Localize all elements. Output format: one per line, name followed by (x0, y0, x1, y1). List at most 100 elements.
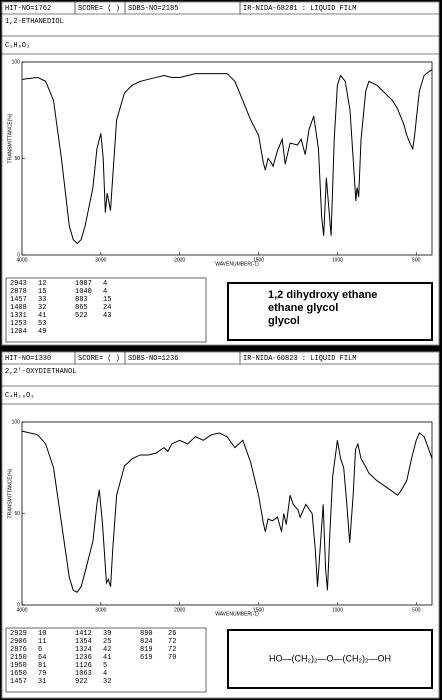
peak-intensity: 41 (38, 312, 46, 320)
peak-intensity: 26 (168, 630, 176, 638)
y-tick-label: 100 (12, 419, 21, 425)
header-field: HIT-NO=1762 (5, 5, 51, 13)
y-tick-label: 50 (14, 156, 20, 162)
peak-intensity: 6 (38, 646, 42, 654)
peak-wavenumber: 922 (75, 678, 88, 686)
formula: C₂H₆O₂ (5, 42, 30, 50)
y-axis-label: TRANSMITTANCE(%) (7, 468, 13, 518)
peak-intensity: 4 (103, 288, 107, 296)
peak-intensity: 15 (38, 288, 46, 296)
peak-intensity: 31 (38, 678, 46, 686)
peak-intensity: 10 (38, 630, 46, 638)
peak-wavenumber: 1650 (10, 670, 27, 678)
y-tick-label: 100 (12, 59, 21, 65)
peak-intensity: 4 (103, 280, 107, 288)
peak-intensity: 79 (38, 670, 46, 678)
peak-intensity: 41 (103, 654, 111, 662)
peak-wavenumber: 883 (75, 296, 88, 304)
peak-wavenumber: 1063 (75, 670, 92, 678)
peak-wavenumber: 1324 (75, 646, 92, 654)
x-tick-label: 1500 (253, 607, 264, 613)
header-field: SCORE= ( ) (78, 355, 120, 363)
formula: C₄H₁₀O₃ (5, 392, 34, 400)
peak-intensity: 32 (38, 304, 46, 312)
peak-wavenumber: 2878 (10, 288, 27, 296)
y-tick-label: 50 (14, 511, 20, 517)
y-axis-label: TRANSMITTANCE(%) (7, 113, 13, 163)
peak-intensity: 42 (103, 646, 111, 654)
peak-wavenumber: 2929 (10, 630, 27, 638)
peak-intensity: 72 (168, 646, 176, 654)
structure-formula: HO—(CH₂)₂—O—(CH₂)₂—OH (269, 653, 391, 663)
header-field: SDBS-NO=1236 (128, 355, 178, 363)
peak-intensity: 53 (38, 320, 46, 328)
peak-wavenumber: 2906 (10, 638, 27, 646)
peak-wavenumber: 2943 (10, 280, 27, 288)
peak-intensity: 81 (38, 662, 46, 670)
peak-intensity: 72 (168, 638, 176, 646)
y-tick-label: 0 (17, 602, 20, 608)
peak-intensity: 43 (103, 312, 111, 320)
x-tick-label: 500 (412, 607, 421, 613)
peak-wavenumber: 522 (75, 312, 88, 320)
header-field: SDBS-NO=2185 (128, 5, 178, 13)
peak-intensity: 11 (38, 638, 46, 646)
peak-intensity: 24 (103, 304, 111, 312)
x-tick-label: 3000 (95, 607, 106, 613)
peak-wavenumber: 2876 (10, 646, 27, 654)
x-tick-label: 1000 (332, 607, 343, 613)
x-tick-label: 4000 (16, 257, 27, 263)
peak-wavenumber: 1457 (10, 678, 27, 686)
x-axis-label: WAVENUMBER(-1) (215, 261, 259, 267)
peak-table (5, 627, 207, 693)
peak-intensity: 32 (103, 678, 111, 686)
x-tick-label: 500 (412, 257, 421, 263)
peak-wavenumber: 2150 (10, 654, 27, 662)
peak-wavenumber: 1126 (75, 662, 92, 670)
header-field: SCORE= ( ) (78, 5, 120, 13)
peak-wavenumber: 1087 (75, 280, 92, 288)
peak-wavenumber: 865 (75, 304, 88, 312)
peak-intensity: 70 (168, 654, 176, 662)
peak-intensity: 39 (103, 630, 111, 638)
peak-intensity: 5 (103, 662, 107, 670)
peak-wavenumber: 1457 (10, 296, 27, 304)
x-tick-label: 2000 (174, 257, 185, 263)
x-tick-label: 3000 (95, 257, 106, 263)
peak-wavenumber: 1354 (75, 638, 92, 646)
peak-intensity: 25 (103, 638, 111, 646)
y-tick-label: 0 (17, 252, 20, 258)
peak-intensity: 49 (38, 328, 46, 336)
header-field: IR-NIDA-60823 : LIQUID FILM (243, 355, 356, 363)
peak-wavenumber: 619 (140, 654, 153, 662)
peak-wavenumber: 1408 (10, 304, 27, 312)
peak-wavenumber: 1253 (10, 320, 27, 328)
peak-intensity: 4 (103, 670, 107, 678)
header-field: HIT-NO=1330 (5, 355, 51, 363)
compound-name: 2,2'-OXYDIETHANOL (5, 368, 76, 376)
compound-name: 1,2-ETHANEDIOL (5, 18, 64, 26)
annotation-box (227, 282, 433, 341)
peak-intensity: 12 (38, 280, 46, 288)
peak-wavenumber: 1204 (10, 328, 27, 336)
annotation-line: 1,2 dihydroxy ethane (268, 289, 377, 301)
peak-wavenumber: 1236 (75, 654, 92, 662)
peak-wavenumber: 1412 (75, 630, 92, 638)
x-tick-label: 1000 (332, 257, 343, 263)
annotation-line: ethane glycol (268, 302, 338, 314)
x-tick-label: 1500 (253, 257, 264, 263)
peak-wavenumber: 890 (140, 630, 153, 638)
x-axis-label: WAVENUMBER(-1) (215, 611, 259, 617)
header-field: IR-NIDA-68281 : LIQUID FILM (243, 5, 356, 13)
x-tick-label: 4000 (16, 607, 27, 613)
peak-wavenumber: 1331 (10, 312, 27, 320)
peak-wavenumber: 1040 (75, 288, 92, 296)
peak-intensity: 15 (103, 296, 111, 304)
annotation-box (227, 629, 433, 689)
x-tick-label: 2000 (174, 607, 185, 613)
spectrum-line (21, 430, 433, 593)
peak-intensity: 33 (38, 296, 46, 304)
spectrum-line (21, 69, 433, 245)
peak-wavenumber: 1950 (10, 662, 27, 670)
